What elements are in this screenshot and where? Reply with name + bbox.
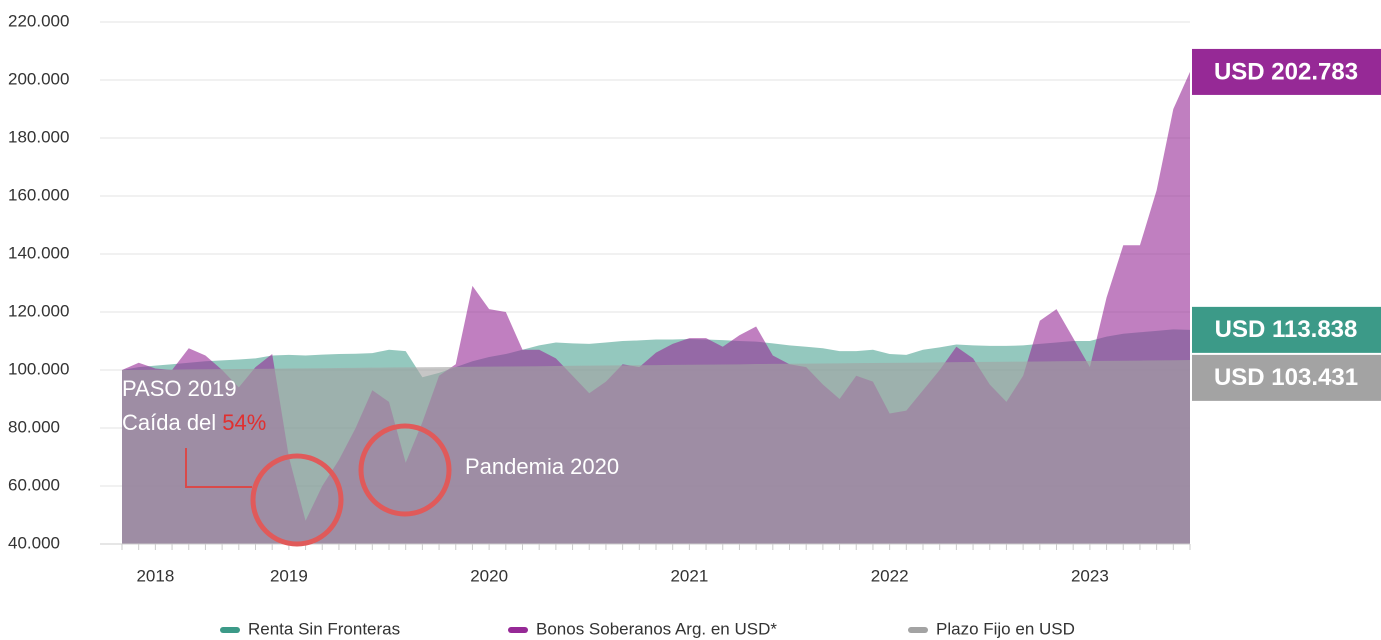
annotation-pct: 54%: [222, 410, 266, 435]
legend: Renta Sin Fronteras Bonos Soberanos Arg. …: [220, 619, 1075, 638]
y-tick-label: 60.000: [8, 475, 60, 494]
legend-swatch: [508, 627, 528, 633]
legend-swatch: [908, 627, 928, 633]
annotation: PASO 2019: [122, 376, 237, 401]
y-tick-label: 100.000: [8, 359, 69, 378]
legend-swatch: [220, 627, 240, 633]
x-axis: 2018 2019 2020 2021 2022 2023: [100, 543, 1191, 585]
x-tick-label: 2018: [136, 566, 174, 585]
y-tick-label: 200.000: [8, 69, 69, 88]
x-tick-label: 2019: [270, 566, 308, 585]
legend-label: Plazo Fijo en USD: [936, 619, 1075, 638]
end-label-box: [1192, 354, 1381, 401]
x-tick-label: 2020: [470, 566, 508, 585]
y-tick-label: 120.000: [8, 301, 69, 320]
annotation: Caída del: [122, 410, 222, 435]
annotation: Pandemia 2020: [465, 454, 619, 479]
y-tick-label: 80.000: [8, 417, 60, 436]
circle-pandemia: [358, 423, 452, 517]
y-tick-label: 180.000: [8, 127, 69, 146]
end-label: USD 113.838: [1215, 316, 1358, 343]
annotations: PASO 2019 Caída del 54% Pandemia 2020: [122, 376, 619, 547]
y-tick-label: 160.000: [8, 185, 69, 204]
x-tick-label: 2022: [871, 566, 909, 585]
end-label-box: [1192, 306, 1381, 353]
end-label: USD 103.431: [1214, 364, 1358, 391]
end-label: USD 202.783: [1214, 58, 1358, 85]
legend-label: Bonos Soberanos Arg. en USD*: [536, 619, 777, 638]
x-tick-label: 2023: [1071, 566, 1109, 585]
connector: [185, 448, 252, 488]
x-tick-label: 2021: [670, 566, 708, 585]
areas: [122, 71, 1190, 545]
y-tick-label: 40.000: [8, 533, 60, 552]
circle-paso: [250, 453, 344, 547]
legend-label: Renta Sin Fronteras: [248, 619, 400, 638]
annotation: Caída del 54%: [122, 410, 266, 435]
y-tick-label: 140.000: [8, 243, 69, 262]
y-tick-label: 220.000: [8, 11, 69, 30]
area: [122, 360, 1190, 544]
end-label-box: [1192, 48, 1381, 95]
end-labels: USD 202.783 USD 113.838 USD 103.431: [1192, 48, 1381, 401]
